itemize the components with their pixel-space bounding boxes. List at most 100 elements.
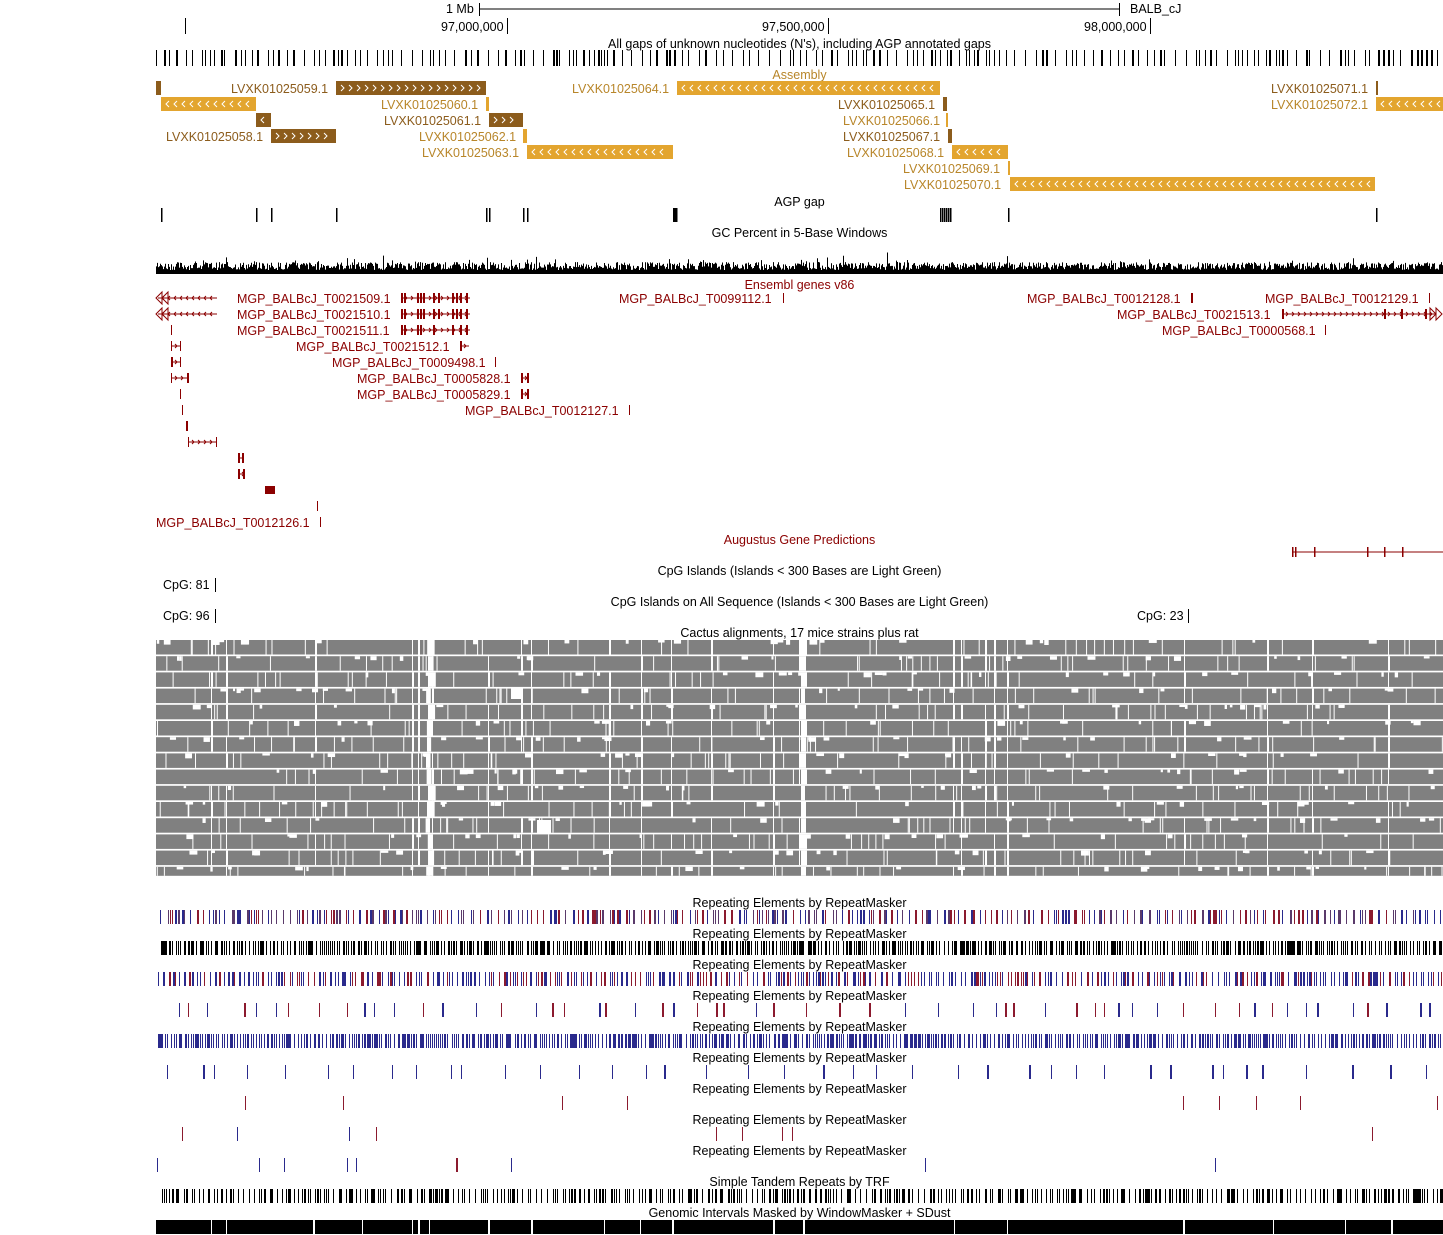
repeat-mark [1299,941,1301,955]
track-title-repeatmasker[interactable]: Repeating Elements by RepeatMasker [692,896,907,910]
cactus-gap [893,866,895,876]
ensembl-label[interactable]: MGP_BALBcJ_T0005829.1 [357,388,511,402]
track-title-assembly[interactable]: Assembly [772,68,827,82]
cactus-gap [573,802,575,817]
repeat-mark [477,941,479,955]
assembly-chevron [603,148,608,156]
cactus-gap [773,834,775,849]
assembly-label[interactable]: LVXK01025064.1 [572,82,670,96]
cactus-gap [488,818,489,833]
track-title-repeatmasker[interactable]: Repeating Elements by RepeatMasker [692,1051,907,1065]
ensembl-label[interactable]: MGP_BALBcJ_T0099112.1 [619,292,772,306]
repeat-mark [453,941,455,955]
repeat-mark [1426,1065,1427,1079]
repeat-mark [561,1034,562,1048]
track-title-ensembl[interactable]: Ensembl genes v86 [744,278,855,292]
track-title-repeatmasker[interactable]: Repeating Elements by RepeatMasker [692,958,907,972]
cactus-gap [872,737,874,752]
assembly-label[interactable]: LVXK01025070.1 [904,178,1002,192]
track-title-repeatmasker[interactable]: Repeating Elements by RepeatMasker [692,1113,907,1127]
repeat-mark [168,910,169,924]
ensembl-label[interactable]: MGP_BALBcJ_T0000568.1 [1162,324,1316,338]
assembly-label[interactable]: LVXK01025065.1 [838,98,936,112]
trf-mark [887,1189,888,1203]
ensembl-label[interactable]: MGP_BALBcJ_T0012126.1 [156,516,310,530]
ensembl-label[interactable]: MGP_BALBcJ_T0012129.1 [1265,292,1419,306]
gap-mark [454,50,455,66]
assembly-label[interactable]: LVXK01025069.1 [903,162,1001,176]
cactus-gap [426,737,432,752]
ensembl-label[interactable]: MGP_BALBcJ_T0009498.1 [332,356,486,370]
trf-mark [739,1189,740,1203]
repeat-mark [784,941,785,955]
gap-mark [273,50,274,66]
assembly-label[interactable]: LVXK01025062.1 [419,130,517,144]
ensembl-label[interactable]: MGP_BALBcJ_T0021512.1 [296,340,450,354]
ensembl-label[interactable]: MGP_BALBcJ_T0012127.1 [465,404,619,418]
track-title-cpg[interactable]: CpG Islands (Islands < 300 Bases are Lig… [657,564,942,578]
ensembl-label[interactable]: MGP_BALBcJ_T0021510.1 [237,308,391,322]
repeat-mark [567,941,568,955]
ensembl-label[interactable]: MGP_BALBcJ_T0005828.1 [357,372,511,386]
repeat-mark [855,1034,857,1048]
track-title-repeatmasker[interactable]: Repeating Elements by RepeatMasker [692,1082,907,1096]
cactus-gap [900,656,902,671]
ensembl-label[interactable]: MGP_BALBcJ_T0021511.1 [237,324,390,338]
track-title-windowmasker[interactable]: Genomic Intervals Masked by WindowMasker… [648,1206,951,1220]
assembly-label[interactable]: LVXK01025072.1 [1271,98,1369,112]
cactus-notch [907,656,913,659]
cpg-label[interactable]: CpG: 81 [163,578,210,592]
cpg-label[interactable]: CpG: 23 [1137,609,1184,623]
repeat-mark [773,1003,775,1017]
track-title-cactus[interactable]: Cactus alignments, 17 mice strains plus … [680,626,919,640]
assembly-label[interactable]: LVXK01025063.1 [422,146,520,160]
assembly-label[interactable]: LVXK01025067.1 [843,130,941,144]
cactus-gap [385,672,387,687]
cactus-gap [1312,688,1314,704]
cactus-notch [466,769,474,774]
cactus-gap [649,688,651,704]
cactus-gap [1356,672,1358,687]
repeat-mark [339,1034,340,1048]
trf-mark [1149,1189,1150,1203]
cactus-notch [516,834,520,839]
track-title-cpg-all[interactable]: CpG Islands on All Sequence (Islands < 3… [610,595,989,609]
cactus-gap [678,866,680,876]
repeat-mark [1347,972,1348,986]
ensembl-label[interactable]: MGP_BALBcJ_T0021513.1 [1117,308,1271,322]
cactus-gap [1221,640,1223,655]
repeat-mark [1149,972,1150,986]
repeat-mark [1123,972,1125,986]
assembly-label[interactable]: LVXK01025059.1 [231,82,329,96]
cactus-notch [1148,818,1155,821]
cactus-gap [1086,640,1088,655]
track-title-augustus[interactable]: Augustus Gene Predictions [723,533,876,547]
track-title-repeatmasker[interactable]: Repeating Elements by RepeatMasker [692,927,907,941]
repeat-mark [818,972,820,986]
ensembl-label[interactable]: MGP_BALBcJ_T0021509.1 [237,292,391,306]
assembly-label[interactable]: LVXK01025060.1 [381,98,479,112]
repeat-mark [792,1127,793,1141]
cpg-label[interactable]: CpG: 96 [163,609,210,623]
assembly-label[interactable]: LVXK01025061.1 [384,114,482,128]
cactus-notch [1065,753,1071,758]
assembly-label[interactable]: LVXK01025058.1 [166,130,264,144]
track-title-repeatmasker[interactable]: Repeating Elements by RepeatMasker [692,1020,907,1034]
trf-mark [998,1189,1000,1203]
repeat-mark [962,941,964,955]
ensembl-label[interactable]: MGP_BALBcJ_T0012128.1 [1027,292,1181,306]
repeat-mark [1103,1034,1104,1048]
track-title-agp-gap[interactable]: AGP gap [774,195,825,209]
track-title-gaps[interactable]: All gaps of unknown nucleotides (N's), i… [608,37,991,51]
track-title-repeatmasker[interactable]: Repeating Elements by RepeatMasker [692,1144,907,1158]
track-title-trf[interactable]: Simple Tandem Repeats by TRF [709,1175,890,1189]
track-title-repeatmasker[interactable]: Repeating Elements by RepeatMasker [692,989,907,1003]
track-title-gc-percent[interactable]: GC Percent in 5-Base Windows [711,226,888,240]
repeat-mark [487,910,489,924]
assembly-label[interactable]: LVXK01025071.1 [1271,82,1369,96]
cactus-notch [296,688,302,692]
assembly-label[interactable]: LVXK01025066.1 [843,114,941,128]
assembly-label[interactable]: LVXK01025068.1 [847,146,945,160]
trf-mark [1406,1189,1407,1203]
cactus-notch [911,834,917,839]
